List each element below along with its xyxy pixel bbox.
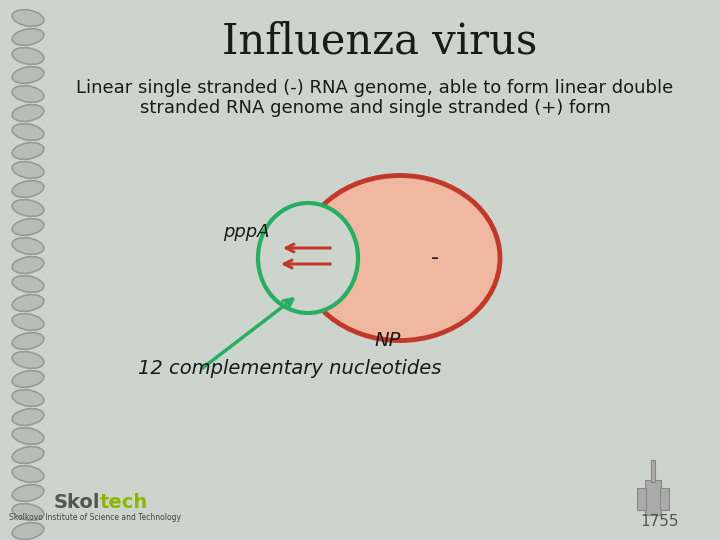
Bar	[645, 480, 661, 515]
Bar	[660, 488, 669, 510]
Ellipse shape	[12, 10, 44, 26]
Ellipse shape	[12, 390, 44, 407]
Text: pppA: pppA	[223, 223, 270, 241]
Text: NP: NP	[375, 330, 401, 349]
Text: 1755: 1755	[641, 515, 679, 530]
Ellipse shape	[12, 523, 44, 539]
Ellipse shape	[12, 370, 44, 387]
Text: -: -	[431, 248, 439, 268]
Ellipse shape	[12, 143, 44, 159]
Ellipse shape	[12, 333, 44, 349]
Ellipse shape	[12, 238, 44, 254]
Ellipse shape	[12, 66, 44, 83]
Ellipse shape	[12, 200, 44, 217]
Ellipse shape	[12, 428, 44, 444]
Bar	[637, 488, 646, 510]
Ellipse shape	[12, 181, 44, 197]
Ellipse shape	[12, 219, 44, 235]
Ellipse shape	[12, 484, 44, 501]
Text: tech: tech	[100, 492, 148, 511]
Ellipse shape	[12, 504, 44, 521]
Ellipse shape	[12, 447, 44, 463]
Text: Influenza virus: Influenza virus	[222, 21, 538, 63]
Ellipse shape	[12, 409, 44, 426]
Bar	[651, 460, 655, 482]
Ellipse shape	[12, 275, 44, 292]
Ellipse shape	[12, 161, 44, 178]
Ellipse shape	[12, 314, 44, 330]
Text: Skol: Skol	[53, 492, 100, 511]
Text: Skolkovo Institute of Science and Technology: Skolkovo Institute of Science and Techno…	[9, 514, 181, 523]
Ellipse shape	[258, 203, 358, 313]
Ellipse shape	[300, 176, 500, 341]
Text: stranded RNA genome and single stranded (+) form: stranded RNA genome and single stranded …	[140, 99, 611, 117]
Ellipse shape	[12, 29, 44, 45]
Ellipse shape	[12, 352, 44, 368]
Ellipse shape	[12, 295, 44, 312]
Ellipse shape	[12, 105, 44, 122]
Ellipse shape	[12, 124, 44, 140]
Ellipse shape	[12, 86, 44, 103]
Text: Linear single stranded (-) RNA genome, able to form linear double: Linear single stranded (-) RNA genome, a…	[76, 79, 674, 97]
Ellipse shape	[12, 256, 44, 273]
Text: 12 complementary nucleotides: 12 complementary nucleotides	[138, 359, 441, 377]
Ellipse shape	[12, 48, 44, 64]
Ellipse shape	[12, 465, 44, 482]
